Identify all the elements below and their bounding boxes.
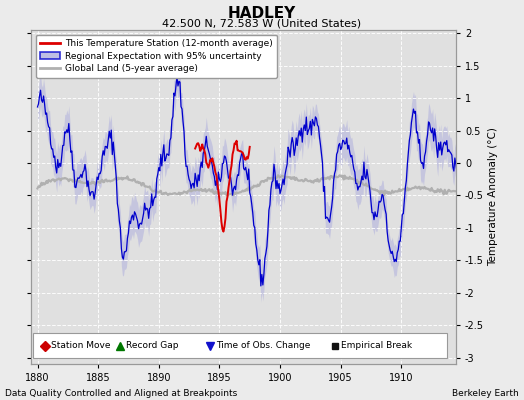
Text: HADLEY: HADLEY (228, 6, 296, 21)
Text: Record Gap: Record Gap (126, 341, 179, 350)
Legend: This Temperature Station (12-month average), Regional Expectation with 95% uncer: This Temperature Station (12-month avera… (36, 34, 277, 78)
FancyBboxPatch shape (32, 333, 447, 358)
Text: Data Quality Controlled and Aligned at Breakpoints: Data Quality Controlled and Aligned at B… (5, 389, 237, 398)
Y-axis label: Temperature Anomaly (°C): Temperature Anomaly (°C) (488, 128, 498, 266)
Text: Empirical Break: Empirical Break (341, 341, 412, 350)
Text: Station Move: Station Move (51, 341, 111, 350)
Text: Berkeley Earth: Berkeley Earth (452, 389, 519, 398)
Text: 42.500 N, 72.583 W (United States): 42.500 N, 72.583 W (United States) (162, 18, 362, 28)
Text: Time of Obs. Change: Time of Obs. Change (216, 341, 310, 350)
